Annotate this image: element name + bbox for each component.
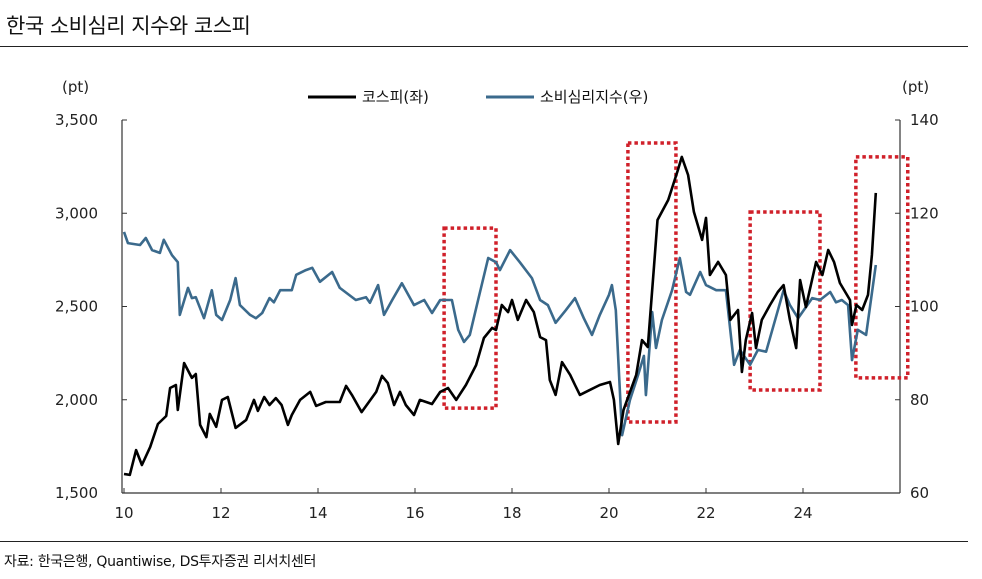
series-line-consumer-sentiment (122, 231, 878, 437)
x-axis-tick-label: 18 (502, 504, 521, 522)
legend-label-kospi: 코스피(좌) (362, 88, 429, 106)
x-axis-tick-label: 20 (599, 504, 618, 522)
series-line-kospi (123, 155, 878, 477)
x-axis-tick-label: 24 (793, 504, 812, 522)
right-axis-tick-label: 140 (910, 111, 939, 129)
highlight-box (626, 141, 678, 424)
left-axis-tick-label: 2,500 (55, 298, 98, 316)
x-axis-tick-label: 12 (211, 504, 230, 522)
highlight-box (442, 226, 498, 410)
chart-title: 한국 소비심리 지수와 코스피 (6, 14, 251, 38)
source-divider (0, 541, 968, 542)
left-axis-tick-label: 3,000 (55, 204, 98, 222)
left-axis-unit: (pt) (62, 78, 89, 96)
right-axis-tick-label: 100 (910, 298, 939, 316)
left-axis-tick-label: 2,000 (55, 391, 98, 409)
right-axis-tick-label: 60 (910, 484, 929, 502)
right-axis-tick-label: 120 (910, 204, 939, 222)
left-axis-tick-label: 1,500 (55, 484, 98, 502)
x-axis-tick-label: 22 (696, 504, 715, 522)
legend: 코스피(좌) 소비심리지수(우) (308, 88, 648, 106)
x-axis-tick-label: 14 (308, 504, 327, 522)
right-axis-unit: (pt) (902, 78, 929, 96)
right-axis-tick-label: 80 (910, 391, 929, 409)
source-note: 자료: 한국은행, Quantiwise, DS투자증권 리서치센터 (4, 554, 317, 570)
left-axis-tick-label: 3,500 (55, 111, 98, 129)
x-axis-tick-label: 16 (405, 504, 424, 522)
x-axis-tick-label: 10 (114, 504, 133, 522)
legend-label-csi: 소비심리지수(우) (540, 88, 648, 106)
title-divider (0, 46, 968, 47)
